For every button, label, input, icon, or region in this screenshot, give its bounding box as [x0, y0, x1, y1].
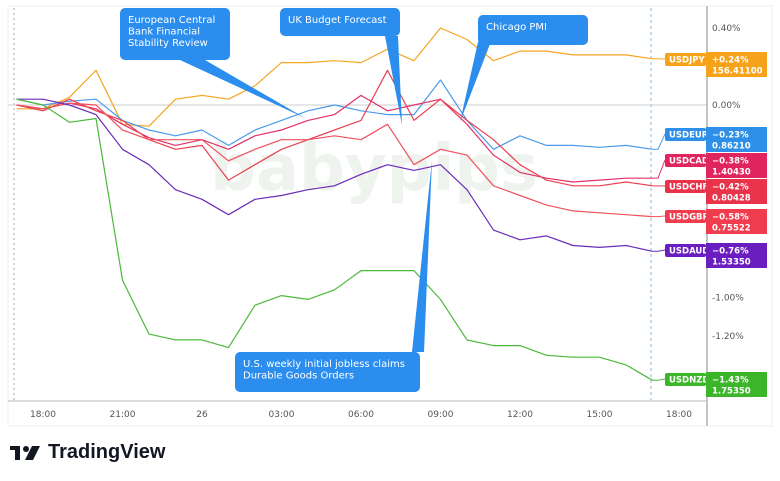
change-label: −0.38% — [712, 157, 749, 167]
x-tick-label: 26 — [196, 410, 208, 420]
ticker-tag-usdchf — [665, 180, 706, 193]
ticker-label: USDCHF — [669, 183, 708, 193]
ticker-label: USDGBP — [669, 213, 709, 223]
ticker-label: USDNZD — [669, 376, 709, 386]
price-label: 1.40430 — [712, 168, 751, 178]
ticker-label: USDEUR — [669, 131, 709, 141]
price-box-usdeur — [706, 127, 767, 152]
price-label: 1.75350 — [712, 387, 751, 397]
change-label: −0.42% — [712, 183, 749, 193]
x-tick-label: 18:00 — [30, 410, 56, 420]
price-box-usdaud — [706, 243, 767, 268]
price-label: 0.75522 — [712, 224, 751, 234]
ticker-tag-usdeur — [665, 128, 706, 141]
change-label: +0.24% — [712, 56, 749, 66]
annotation-text: Stability Review — [128, 38, 208, 49]
series-tail-usdeur — [652, 133, 666, 150]
series-line-usdnzd[interactable] — [16, 98, 653, 381]
annotation-text: Chicago PMI — [486, 22, 547, 33]
y-tick-label: 0.40% — [712, 24, 741, 34]
y-tick-label: -1.00% — [712, 294, 744, 304]
price-label: 0.86210 — [712, 142, 751, 152]
ticker-tag-usdjpy — [665, 53, 706, 66]
ticker-tag-usdnzd — [665, 373, 706, 386]
x-tick-label: 21:00 — [110, 410, 136, 420]
tradingview-logo-icon — [10, 445, 40, 460]
annotation-text: UK Budget Forecast — [288, 15, 387, 26]
price-box-usdjpy — [706, 52, 767, 77]
annotation-text: Durable Goods Orders — [243, 371, 354, 382]
price-box-usdgbp — [706, 209, 767, 234]
callout-pointer — [412, 160, 432, 352]
series-line-usdgbp[interactable] — [16, 102, 653, 218]
price-label: 0.80428 — [712, 194, 751, 204]
y-tick-label: 0.00% — [712, 101, 741, 111]
x-tick-label: 18:00 — [666, 410, 692, 420]
annotation-callout[interactable] — [120, 8, 230, 60]
annotation-callout[interactable] — [280, 8, 400, 36]
annotation-text: European Central — [128, 15, 215, 26]
callout-pointer — [385, 36, 402, 125]
annotation-text: U.S. weekly initial jobless claims — [243, 359, 405, 370]
series-tail-usdnzd — [652, 378, 666, 381]
series-line-usdaud[interactable] — [16, 98, 653, 252]
series-line-usdchf[interactable] — [16, 69, 653, 187]
change-label: −0.23% — [712, 131, 749, 141]
series-tail-usdaud — [652, 249, 666, 252]
x-tick-label: 06:00 — [348, 410, 374, 420]
series-tail-usdgbp — [652, 215, 666, 218]
brand-name: TradingView — [48, 441, 166, 463]
y-tick-label: -1.20% — [712, 332, 744, 342]
annotation-callout[interactable] — [478, 15, 588, 45]
x-tick-label: 09:00 — [428, 410, 454, 420]
change-label: −0.58% — [712, 213, 749, 223]
change-label: −0.76% — [712, 247, 749, 257]
x-tick-label: 15:00 — [587, 410, 613, 420]
series-tail-usdcad — [652, 159, 666, 179]
callout-pointer — [460, 42, 490, 122]
price-box-usdnzd — [706, 372, 767, 397]
price-label: 156.41100 — [712, 67, 763, 77]
ticker-label: USDAUD — [669, 247, 709, 257]
ticker-tag-usdcad — [665, 154, 706, 167]
price-box-usdcad — [706, 153, 767, 178]
x-tick-label: 12:00 — [507, 410, 533, 420]
callout-pointer — [180, 60, 305, 118]
series-line-usdcad[interactable] — [16, 94, 653, 183]
price-label: 1.53350 — [712, 258, 751, 268]
change-label: −1.43% — [712, 376, 749, 386]
ticker-tag-usdgbp — [665, 210, 706, 223]
price-box-usdchf — [706, 179, 767, 204]
ticker-label: USDJPY — [669, 56, 705, 66]
ticker-tag-usdaud — [665, 244, 706, 257]
x-tick-label: 03:00 — [269, 410, 295, 420]
annotation-callout[interactable] — [235, 352, 420, 392]
tradingview-logo[interactable]: TradingView — [10, 441, 165, 464]
ticker-label: USDCAD — [669, 157, 709, 167]
annotation-text: Bank Financial — [128, 27, 200, 38]
chart-frame — [7, 5, 773, 427]
